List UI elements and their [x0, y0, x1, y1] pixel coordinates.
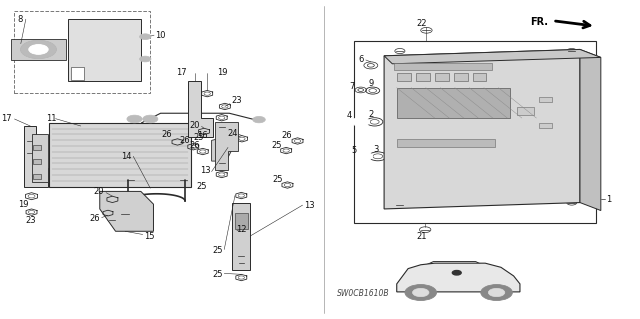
Circle shape [143, 115, 158, 123]
Bar [454, 73, 467, 81]
Bar [33, 145, 41, 150]
Circle shape [356, 152, 372, 160]
Text: 25: 25 [196, 182, 207, 191]
Text: 9: 9 [368, 79, 374, 88]
Text: 25: 25 [212, 246, 223, 255]
Bar [12, 39, 66, 60]
Bar [394, 63, 492, 70]
Bar [49, 123, 191, 187]
Circle shape [452, 271, 461, 275]
Text: 20: 20 [189, 121, 200, 130]
Polygon shape [216, 122, 237, 170]
Bar [232, 203, 250, 270]
Text: 19: 19 [18, 200, 28, 209]
Bar [397, 88, 511, 118]
Text: 25: 25 [193, 133, 204, 142]
Polygon shape [100, 191, 154, 231]
Bar [33, 174, 41, 179]
Polygon shape [384, 49, 580, 209]
Text: 13: 13 [200, 166, 211, 175]
Polygon shape [384, 49, 601, 64]
Circle shape [253, 116, 266, 123]
Text: 4: 4 [347, 111, 352, 120]
Text: 23: 23 [231, 96, 242, 105]
Text: 21: 21 [417, 232, 428, 241]
Text: 26: 26 [189, 141, 200, 150]
Text: 19: 19 [217, 68, 227, 77]
Text: 6: 6 [358, 55, 364, 63]
Circle shape [413, 288, 429, 297]
Circle shape [29, 45, 47, 54]
Bar [472, 73, 486, 81]
Text: 26: 26 [89, 214, 100, 223]
Text: 23: 23 [25, 216, 36, 225]
Bar [435, 73, 449, 81]
Text: 24: 24 [227, 129, 237, 137]
Bar [68, 19, 141, 81]
Polygon shape [188, 81, 214, 137]
Text: 20: 20 [93, 187, 104, 196]
Text: 2: 2 [368, 110, 374, 119]
Polygon shape [212, 137, 234, 161]
Text: 15: 15 [144, 232, 154, 241]
Polygon shape [580, 49, 601, 211]
Bar [397, 139, 495, 147]
Circle shape [352, 117, 369, 126]
Circle shape [29, 45, 48, 54]
Bar [397, 73, 411, 81]
Text: 14: 14 [121, 152, 131, 161]
Text: FR.: FR. [530, 17, 548, 27]
Circle shape [20, 41, 56, 58]
Circle shape [127, 115, 142, 123]
Bar [516, 107, 534, 115]
Bar [71, 67, 84, 80]
Text: SW0CB1610B: SW0CB1610B [337, 289, 389, 298]
Text: 26: 26 [282, 131, 292, 140]
Text: 8: 8 [18, 15, 23, 24]
Polygon shape [24, 126, 48, 187]
Text: 17: 17 [1, 114, 12, 122]
Text: 22: 22 [417, 19, 428, 28]
Bar [355, 41, 596, 223]
Circle shape [405, 285, 436, 300]
Bar [15, 11, 150, 93]
Circle shape [140, 56, 151, 62]
Circle shape [140, 34, 151, 40]
Circle shape [20, 41, 56, 58]
Bar [539, 123, 552, 128]
Text: 11: 11 [46, 114, 56, 122]
Bar [33, 159, 41, 164]
Text: 10: 10 [156, 31, 166, 40]
Text: 1: 1 [606, 195, 611, 204]
Bar [235, 212, 248, 229]
Bar [416, 73, 429, 81]
Text: 26: 26 [162, 130, 172, 139]
Text: 3: 3 [373, 145, 379, 154]
Text: 26: 26 [179, 136, 190, 145]
Text: 7: 7 [349, 82, 355, 91]
Circle shape [488, 288, 505, 297]
Circle shape [481, 285, 513, 300]
Text: 13: 13 [304, 201, 314, 210]
Text: 5: 5 [351, 146, 357, 155]
Text: 17: 17 [177, 68, 188, 77]
Bar [31, 134, 48, 182]
Text: 25: 25 [273, 175, 283, 184]
Text: 16: 16 [197, 131, 208, 140]
Text: 12: 12 [236, 225, 246, 234]
Bar [539, 97, 552, 102]
Text: 25: 25 [271, 141, 282, 150]
Text: 25: 25 [212, 270, 223, 279]
Polygon shape [397, 263, 520, 292]
